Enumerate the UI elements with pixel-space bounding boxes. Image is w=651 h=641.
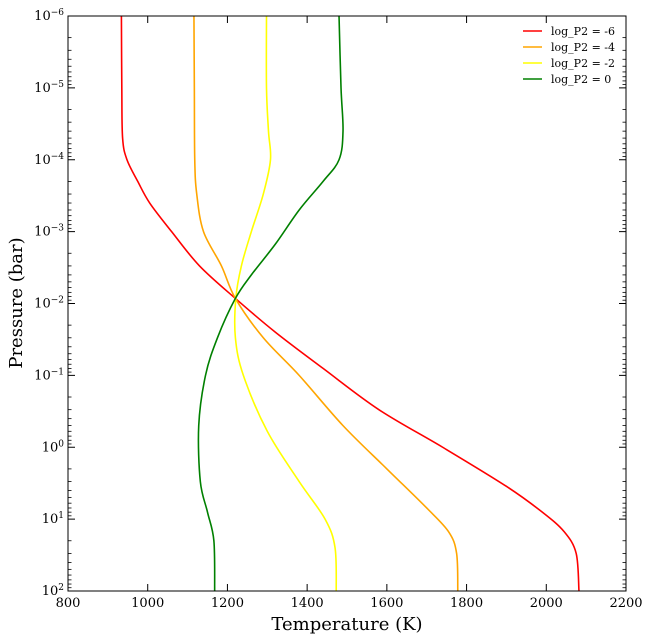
y-tick-label: 102 — [42, 583, 64, 599]
y-tick-label: 10−5 — [34, 80, 64, 96]
x-tick-label: 1400 — [291, 596, 324, 611]
y-tick-label: 10−3 — [34, 224, 64, 240]
legend: log_P2 = -6 log_P2 = -4 log_P2 = -2 log_P2 … — [523, 25, 615, 86]
legend-label-0: log_P2 = -6 — [551, 25, 615, 38]
y-tick-label: 100 — [42, 439, 65, 455]
y-tick-label: 101 — [42, 511, 64, 527]
y-tick-label: 10−1 — [34, 367, 64, 383]
y-axis-label: Pressure (bar) — [6, 237, 27, 368]
y-tick-label: 10−4 — [34, 152, 64, 168]
ticks-layer — [67, 15, 627, 592]
x-tick-labels: 800 1000 1200 1400 1600 1800 2000 2200 — [56, 596, 643, 611]
legend-label-3: log_P2 = 0 — [551, 73, 611, 86]
series-line-3 — [197, 15, 344, 592]
x-tick-label: 1800 — [450, 596, 483, 611]
legend-label-1: log_P2 = -4 — [551, 41, 615, 54]
y-tick-label: 10−2 — [34, 296, 64, 312]
x-tick-label: 2200 — [609, 596, 642, 611]
legend-label-2: log_P2 = -2 — [551, 57, 615, 70]
x-tick-label: 800 — [56, 596, 81, 611]
x-tick-label: 1600 — [370, 596, 403, 611]
y-tick-labels: 10−6 10−5 10−4 10−3 10−2 10−1 100 101 102 — [34, 8, 64, 599]
series-line-0 — [120, 15, 580, 592]
series-layer — [120, 15, 580, 592]
y-tick-label: 10−6 — [34, 8, 64, 24]
x-tick-label: 1200 — [211, 596, 244, 611]
x-axis-label: Temperature (K) — [271, 614, 422, 635]
x-tick-label: 1000 — [131, 596, 164, 611]
series-line-1 — [193, 15, 459, 592]
plot-frame — [67, 15, 627, 592]
plot-area — [68, 16, 626, 591]
x-tick-label: 2000 — [530, 596, 563, 611]
